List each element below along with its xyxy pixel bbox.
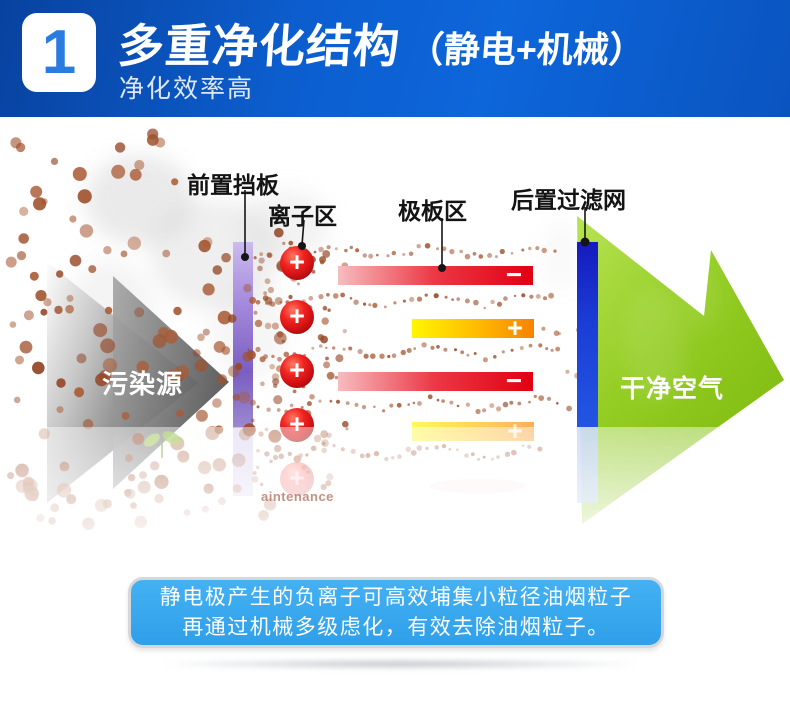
- plate-polarity: +: [507, 313, 523, 343]
- rear-filter-bar: [577, 242, 598, 427]
- pollutant-dots-large: [5, 128, 289, 530]
- step-number-badge: 1: [22, 13, 96, 92]
- label-rear-filter: 后置过滤网: [511, 187, 626, 213]
- purification-diagram: + + + + + − + − +: [0, 117, 790, 572]
- description-box: 静电极产生的负离子可高效埔集小粒径油烟粒子 再通过机械多级虑化，有效去除油烟粒子…: [128, 577, 664, 648]
- label-pollution-source: 污染源: [102, 369, 184, 399]
- front-baffle-bar: [233, 242, 253, 428]
- watermark-text: aintenance: [261, 489, 334, 504]
- description-line-1: 静电极产生的负离子可高效埔集小粒径油烟粒子: [159, 585, 633, 609]
- box-shadow-decoration: [150, 658, 650, 670]
- ion-plus-symbol: +: [289, 355, 305, 385]
- label-plate-zone: 极板区: [398, 198, 467, 224]
- floor-fade-overlay: [0, 427, 790, 572]
- diagram-graphics: + + + + + − + − +: [0, 128, 790, 572]
- description-line-2: 再通过机械多级虑化，有效去除油烟粒子。: [182, 615, 610, 639]
- page-title-suffix: （静电+机械）: [406, 29, 647, 70]
- ion-plus-symbol: +: [289, 247, 305, 277]
- step-number: 1: [41, 17, 77, 87]
- label-ion-zone: 离子区: [268, 203, 337, 229]
- page-title: 多重净化结构: [116, 20, 402, 72]
- page-subtitle: 净化效率高: [119, 75, 255, 103]
- plate-polarity: −: [506, 259, 522, 290]
- leader-lines: [241, 190, 590, 272]
- label-clean-air: 干净空气: [620, 375, 725, 403]
- ion-plus-symbol: +: [289, 301, 305, 331]
- header-banner: 1 多重净化结构 （静电+机械） 净化效率高: [0, 0, 790, 117]
- plate-polarity: −: [506, 365, 522, 396]
- label-front-baffle: 前置挡板: [187, 172, 279, 198]
- header-title-row: 多重净化结构 （静电+机械）: [116, 10, 648, 76]
